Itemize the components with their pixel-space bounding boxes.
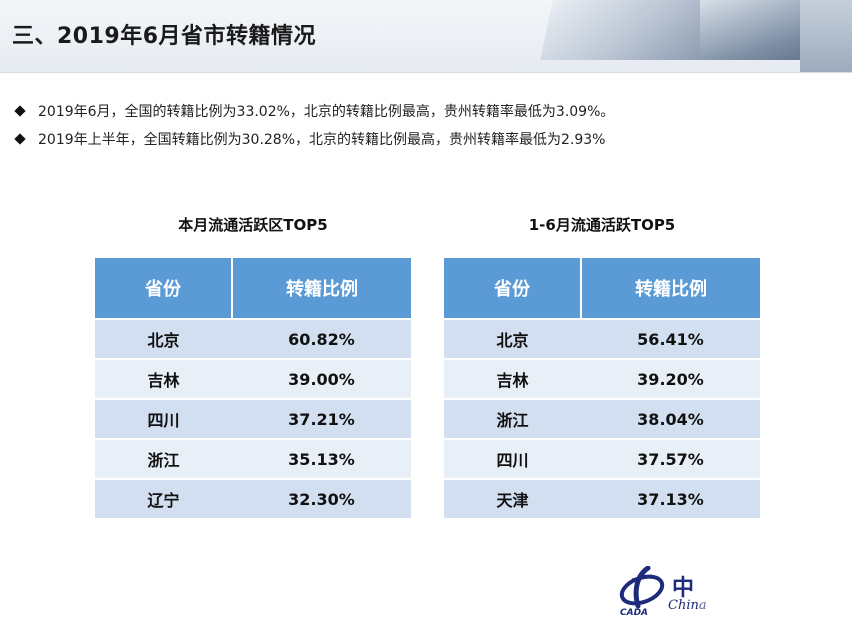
diamond-bullet-icon <box>14 105 26 117</box>
bullet-item: 2019年上半年，全国转籍比例为30.28%，北京的转籍比例最高，贵州转籍率最低… <box>14 125 614 153</box>
table-title: 1-6月流通活跃TOP5 <box>528 216 676 234</box>
province-cell: 吉林 <box>444 358 581 399</box>
slide-header: 三、2019年6月省市转籍情况 <box>0 0 852 73</box>
logo-abbreviation: CADA <box>620 608 649 618</box>
ratio-cell: 37.13% <box>581 478 760 518</box>
bullet-text: 2019年上半年，全国转籍比例为30.28%，北京的转籍比例最高，贵州转籍率最低… <box>38 132 606 148</box>
monthly-top5-table: 省份 转籍比例 北京 60.82% 吉林 39.00% 四川 37.21% 浙江… <box>95 258 411 518</box>
table-row: 北京 60.82% <box>95 318 411 359</box>
table-header-row: 省份 转籍比例 <box>95 258 411 319</box>
province-cell: 四川 <box>95 398 232 439</box>
province-cell: 四川 <box>444 438 581 479</box>
bullet-list: 2019年6月，全国的转籍比例为33.02%，北京的转籍比例最高，贵州转籍率最低… <box>14 97 614 153</box>
province-cell: 天津 <box>444 478 581 518</box>
ytd-top5-block: 1-6月流通活跃TOP5 省份 转籍比例 北京 56.41% 吉林 39.20%… <box>444 212 760 518</box>
province-cell: 北京 <box>95 318 232 359</box>
table-row: 四川 37.21% <box>95 398 411 439</box>
province-cell: 北京 <box>444 318 581 359</box>
monthly-top5-block: 本月流通活跃区TOP5 省份 转籍比例 北京 60.82% 吉林 39.00% … <box>95 212 411 518</box>
province-cell: 辽宁 <box>95 478 232 518</box>
table-row: 天津 37.13% <box>444 478 760 518</box>
ratio-cell: 38.04% <box>581 398 760 439</box>
province-cell: 吉林 <box>95 358 232 399</box>
column-header-province: 省份 <box>444 258 581 319</box>
column-header-province: 省份 <box>95 258 232 319</box>
ratio-cell: 32.30% <box>232 478 411 518</box>
ratio-cell: 39.20% <box>581 358 760 399</box>
table-row: 吉林 39.00% <box>95 358 411 399</box>
page-title: 三、2019年6月省市转籍情况 <box>12 24 317 49</box>
table-row: 浙江 38.04% <box>444 398 760 439</box>
bullet-item: 2019年6月，全国的转籍比例为33.02%，北京的转籍比例最高，贵州转籍率最低… <box>14 97 614 125</box>
table-row: 四川 37.57% <box>444 438 760 479</box>
bullet-text: 2019年6月，全国的转籍比例为33.02%，北京的转籍比例最高，贵州转籍率最低… <box>38 104 615 120</box>
ratio-cell: 37.21% <box>232 398 411 439</box>
table-row: 辽宁 32.30% <box>95 478 411 518</box>
ratio-cell: 56.41% <box>581 318 760 359</box>
table-row: 北京 56.41% <box>444 318 760 359</box>
cada-logo-icon <box>619 566 665 609</box>
table-title: 本月流通活跃区TOP5 <box>178 216 328 234</box>
logo-fade-overlay <box>698 572 848 622</box>
ratio-cell: 37.57% <box>581 438 760 479</box>
logo-english-text: China <box>668 598 707 613</box>
cada-logo: CADA 中 China <box>618 566 848 622</box>
diamond-bullet-icon <box>14 133 26 145</box>
ratio-cell: 60.82% <box>232 318 411 359</box>
ratio-cell: 35.13% <box>232 438 411 479</box>
logo-chinese-text: 中 <box>672 575 695 601</box>
ratio-cell: 39.00% <box>232 358 411 399</box>
table-row: 浙江 35.13% <box>95 438 411 479</box>
province-cell: 浙江 <box>95 438 232 479</box>
ytd-top5-table: 省份 转籍比例 北京 56.41% 吉林 39.20% 浙江 38.04% 四川… <box>444 258 760 518</box>
table-row: 吉林 39.20% <box>444 358 760 399</box>
table-header-row: 省份 转籍比例 <box>444 258 760 319</box>
decorative-cube <box>540 0 716 60</box>
column-header-ratio: 转籍比例 <box>580 258 760 319</box>
column-header-ratio: 转籍比例 <box>231 258 411 319</box>
decorative-cube <box>800 0 852 72</box>
province-cell: 浙江 <box>444 398 581 439</box>
